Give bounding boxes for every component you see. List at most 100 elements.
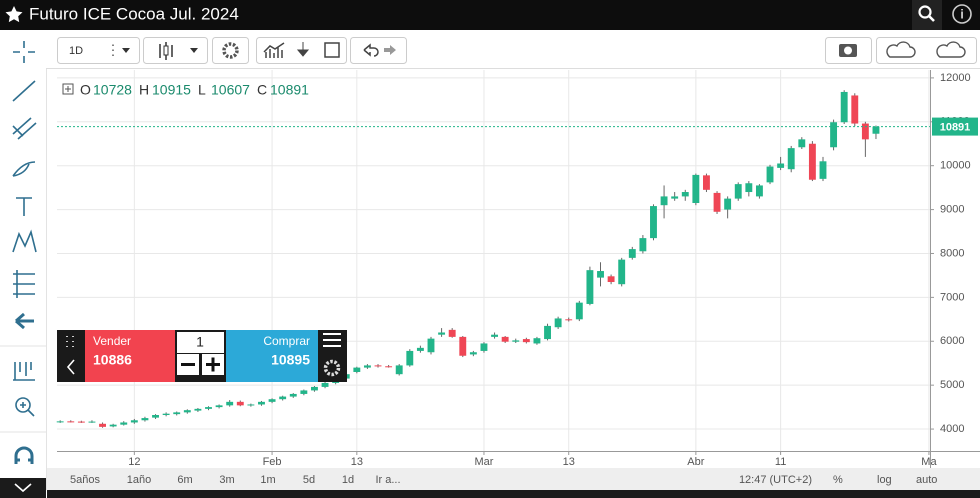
range-button[interactable]: 1d <box>342 474 354 486</box>
candle-body <box>120 422 128 425</box>
search-button[interactable] <box>912 0 942 30</box>
candle-body <box>628 249 636 258</box>
range-bar <box>47 468 980 490</box>
range-button[interactable]: 5d <box>303 474 315 486</box>
candle-body <box>77 421 85 423</box>
range-buttons: 5años 1año 6m 3m 1m 5d 1d Ir a... 12:47 (UTC+2)%… <box>70 474 937 486</box>
x-tick-label: Abr <box>687 456 704 468</box>
favorite-star[interactable] <box>5 6 23 23</box>
candle-body <box>724 198 732 210</box>
crosshair-tool[interactable] <box>13 41 35 63</box>
legend-value: 10728 <box>93 82 132 98</box>
brush-tool[interactable] <box>12 161 36 177</box>
range-button[interactable]: Ir a... <box>375 474 400 486</box>
menu-icon[interactable] <box>323 333 341 347</box>
candle-body <box>607 276 615 283</box>
settings-button[interactable] <box>212 37 249 64</box>
x-tick-label: 13 <box>563 456 575 468</box>
scale-option[interactable]: auto <box>916 474 937 486</box>
indicator-icon <box>263 42 285 58</box>
candle-body <box>554 318 562 328</box>
sell-button[interactable] <box>85 330 175 382</box>
zoom-tool[interactable] <box>15 397 31 413</box>
candle-body <box>289 393 297 397</box>
candle-body <box>205 407 212 409</box>
legend-value: 10891 <box>270 82 309 98</box>
candle-body <box>226 401 234 406</box>
range-button[interactable]: 6m <box>177 474 192 486</box>
candle-body <box>88 421 96 423</box>
scale-option[interactable]: % <box>833 474 843 486</box>
buy-price: 10895 <box>271 352 310 368</box>
candle-body <box>162 413 170 416</box>
pattern-tool[interactable] <box>12 229 37 253</box>
candle-body <box>798 139 806 148</box>
candle-body <box>819 161 827 179</box>
dropdown-arrow <box>190 48 198 53</box>
chart-type-select[interactable] <box>143 37 208 64</box>
cloud-upload-icon <box>936 41 966 58</box>
candle-body <box>152 415 159 418</box>
legend-key: L <box>198 82 206 98</box>
collapse-arrow[interactable] <box>66 359 75 375</box>
title-bar <box>0 0 980 30</box>
quantity-input[interactable] <box>177 332 224 353</box>
candle-body <box>311 386 318 391</box>
buy-label: Comprar <box>263 334 310 348</box>
panel-gear[interactable] <box>323 359 341 377</box>
buy-button[interactable] <box>226 330 318 382</box>
candle-body <box>374 365 382 367</box>
range-button[interactable]: 1m <box>260 474 275 486</box>
x-tick-label: Mar <box>474 456 493 468</box>
panel-handle[interactable] <box>57 330 85 382</box>
candle-body <box>480 343 488 351</box>
candle-body <box>872 126 880 134</box>
candle-body <box>363 365 371 368</box>
range-button[interactable]: 3m <box>219 474 234 486</box>
sell-label: Vender <box>93 334 131 348</box>
candle-body <box>491 334 499 337</box>
collapse-button[interactable] <box>0 478 46 498</box>
info-button[interactable] <box>952 4 972 24</box>
candle-body <box>236 401 244 406</box>
legend-toggle <box>65 86 71 92</box>
candle-body <box>385 366 393 368</box>
candle-body <box>501 336 509 342</box>
candle-body <box>575 302 583 320</box>
candle-body <box>194 408 202 411</box>
measure-tool[interactable] <box>13 270 35 298</box>
legend-value: 10915 <box>152 82 191 98</box>
interval-select[interactable] <box>57 37 140 64</box>
legend-key: H <box>139 82 149 98</box>
fib-tool[interactable] <box>12 117 37 140</box>
scale-option[interactable]: log <box>877 474 892 486</box>
candle-body <box>660 196 668 206</box>
back-tool[interactable] <box>15 312 34 330</box>
magnet-tool[interactable] <box>14 446 34 464</box>
candle-body <box>522 339 530 343</box>
candle-body <box>586 270 594 304</box>
collapse-icon <box>14 483 32 493</box>
instrument-title: Futuro ICE Cocoa Jul. 2024 <box>29 4 239 23</box>
legend-key: C <box>257 82 267 98</box>
candle-body <box>851 95 859 124</box>
cloud-group[interactable] <box>876 37 977 64</box>
drawing-toolbar <box>0 30 46 498</box>
range-button[interactable]: 1año <box>127 474 151 486</box>
trendline-tool[interactable] <box>12 80 36 102</box>
candle-body <box>650 206 657 239</box>
candle-body <box>597 271 604 278</box>
candle-body <box>173 412 181 415</box>
y-tick-label: 5000 <box>940 379 964 391</box>
interval-dots: ⋮ <box>106 42 120 58</box>
candle-body <box>840 91 848 123</box>
range-button[interactable]: 5años <box>70 474 100 486</box>
candle-body <box>681 192 689 197</box>
text-tool[interactable] <box>16 197 32 216</box>
download-icon <box>296 42 310 57</box>
candle-body <box>512 340 520 342</box>
drag-dots <box>66 336 74 347</box>
indicators-tool[interactable] <box>13 362 35 381</box>
dropdown-arrow <box>122 48 130 53</box>
ohlc-legend: O 10728 H 10915 L 10607 C 10891 <box>80 82 309 98</box>
